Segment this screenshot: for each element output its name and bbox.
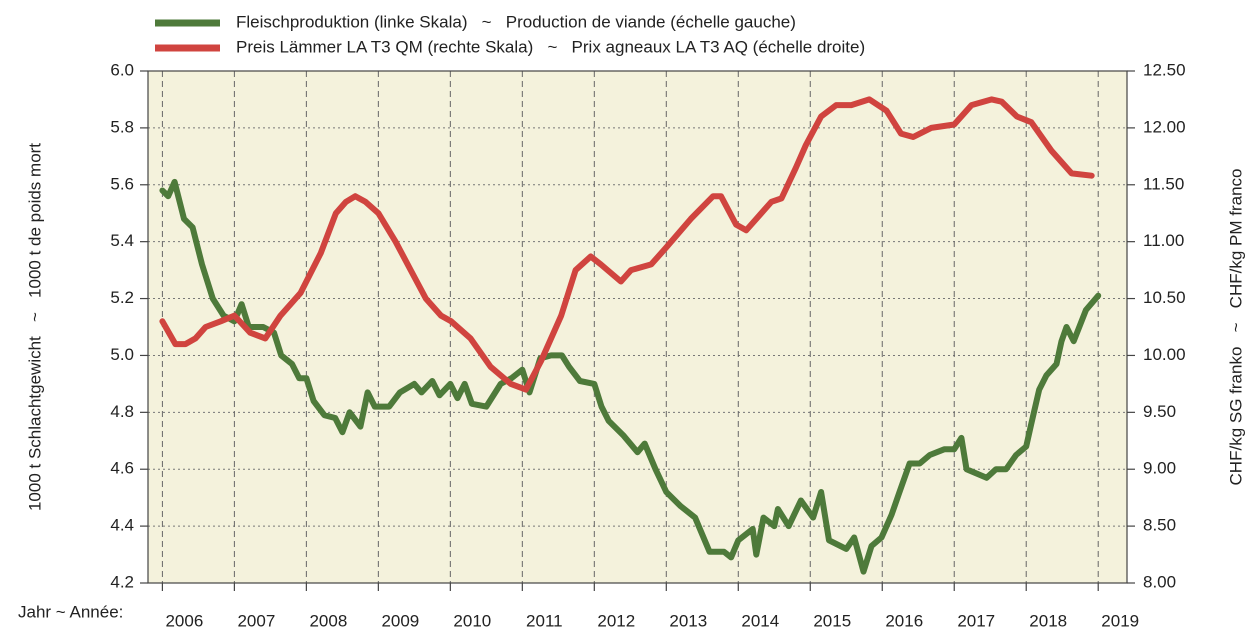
y2-tick-label: 12.50 — [1143, 60, 1186, 79]
x-tick-label: 2008 — [309, 611, 347, 630]
legend-label: Preis Lämmer LA T3 QM (rechte Skala) ~ P… — [236, 37, 865, 56]
x-tick-label: 2019 — [1101, 611, 1139, 630]
y2-tick-label: 8.00 — [1143, 572, 1176, 591]
x-tick-label: 2015 — [813, 611, 851, 630]
plot-frame — [147, 70, 1128, 584]
x-tick-label: 2010 — [453, 611, 491, 630]
y2-tick-label: 11.50 — [1143, 174, 1184, 193]
x-tick-label: 2012 — [597, 611, 635, 630]
y-tick-label: 4.6 — [110, 459, 134, 478]
y-tick-label: 4.8 — [110, 402, 134, 421]
y-tick-label: 5.0 — [110, 345, 134, 364]
series-line — [159, 178, 1102, 575]
y-axis-label: 1000 t Schlachtgewicht ~ 1000 t de poids… — [25, 143, 44, 511]
x-tick-label: 2006 — [165, 611, 203, 630]
y-tick-label: 5.2 — [110, 288, 134, 307]
y-tick-label: 6.0 — [110, 60, 134, 79]
legend-label: Fleischproduktion (linke Skala) ~ Produc… — [236, 12, 796, 31]
y-tick-label: 5.4 — [110, 231, 134, 250]
plot-area — [148, 71, 1127, 583]
x-tick-label: 2017 — [957, 611, 995, 630]
y2-tick-label: 9.00 — [1143, 459, 1176, 478]
x-axis-label: Jahr ~ Année: — [18, 602, 123, 621]
y2-tick-label: 9.50 — [1143, 402, 1176, 421]
x-tick-label: 2014 — [741, 611, 779, 630]
y2-tick-label: 8.50 — [1143, 516, 1176, 535]
x-tick-label: 2016 — [885, 611, 923, 630]
y2-tick-label: 11.00 — [1143, 231, 1184, 250]
y-tick-label: 5.6 — [110, 174, 134, 193]
y-tick-label: 4.2 — [110, 572, 134, 591]
x-tick-label: 2009 — [381, 611, 419, 630]
y2-tick-label: 10.50 — [1143, 288, 1186, 307]
y-tick-label: 5.8 — [110, 117, 134, 136]
y2-tick-label: 12.00 — [1143, 117, 1186, 136]
y2-tick-label: 10.00 — [1143, 345, 1186, 364]
x-tick-label: 2013 — [669, 611, 707, 630]
x-tick-label: 2011 — [526, 611, 563, 630]
series-line — [159, 96, 1095, 393]
y2-axis-label: CHF/kg SG franko ~ CHF/kg PM franco — [1226, 169, 1245, 486]
y-tick-label: 4.4 — [110, 516, 134, 535]
x-tick-label: 2018 — [1029, 611, 1067, 630]
x-tick-label: 2007 — [237, 611, 275, 630]
